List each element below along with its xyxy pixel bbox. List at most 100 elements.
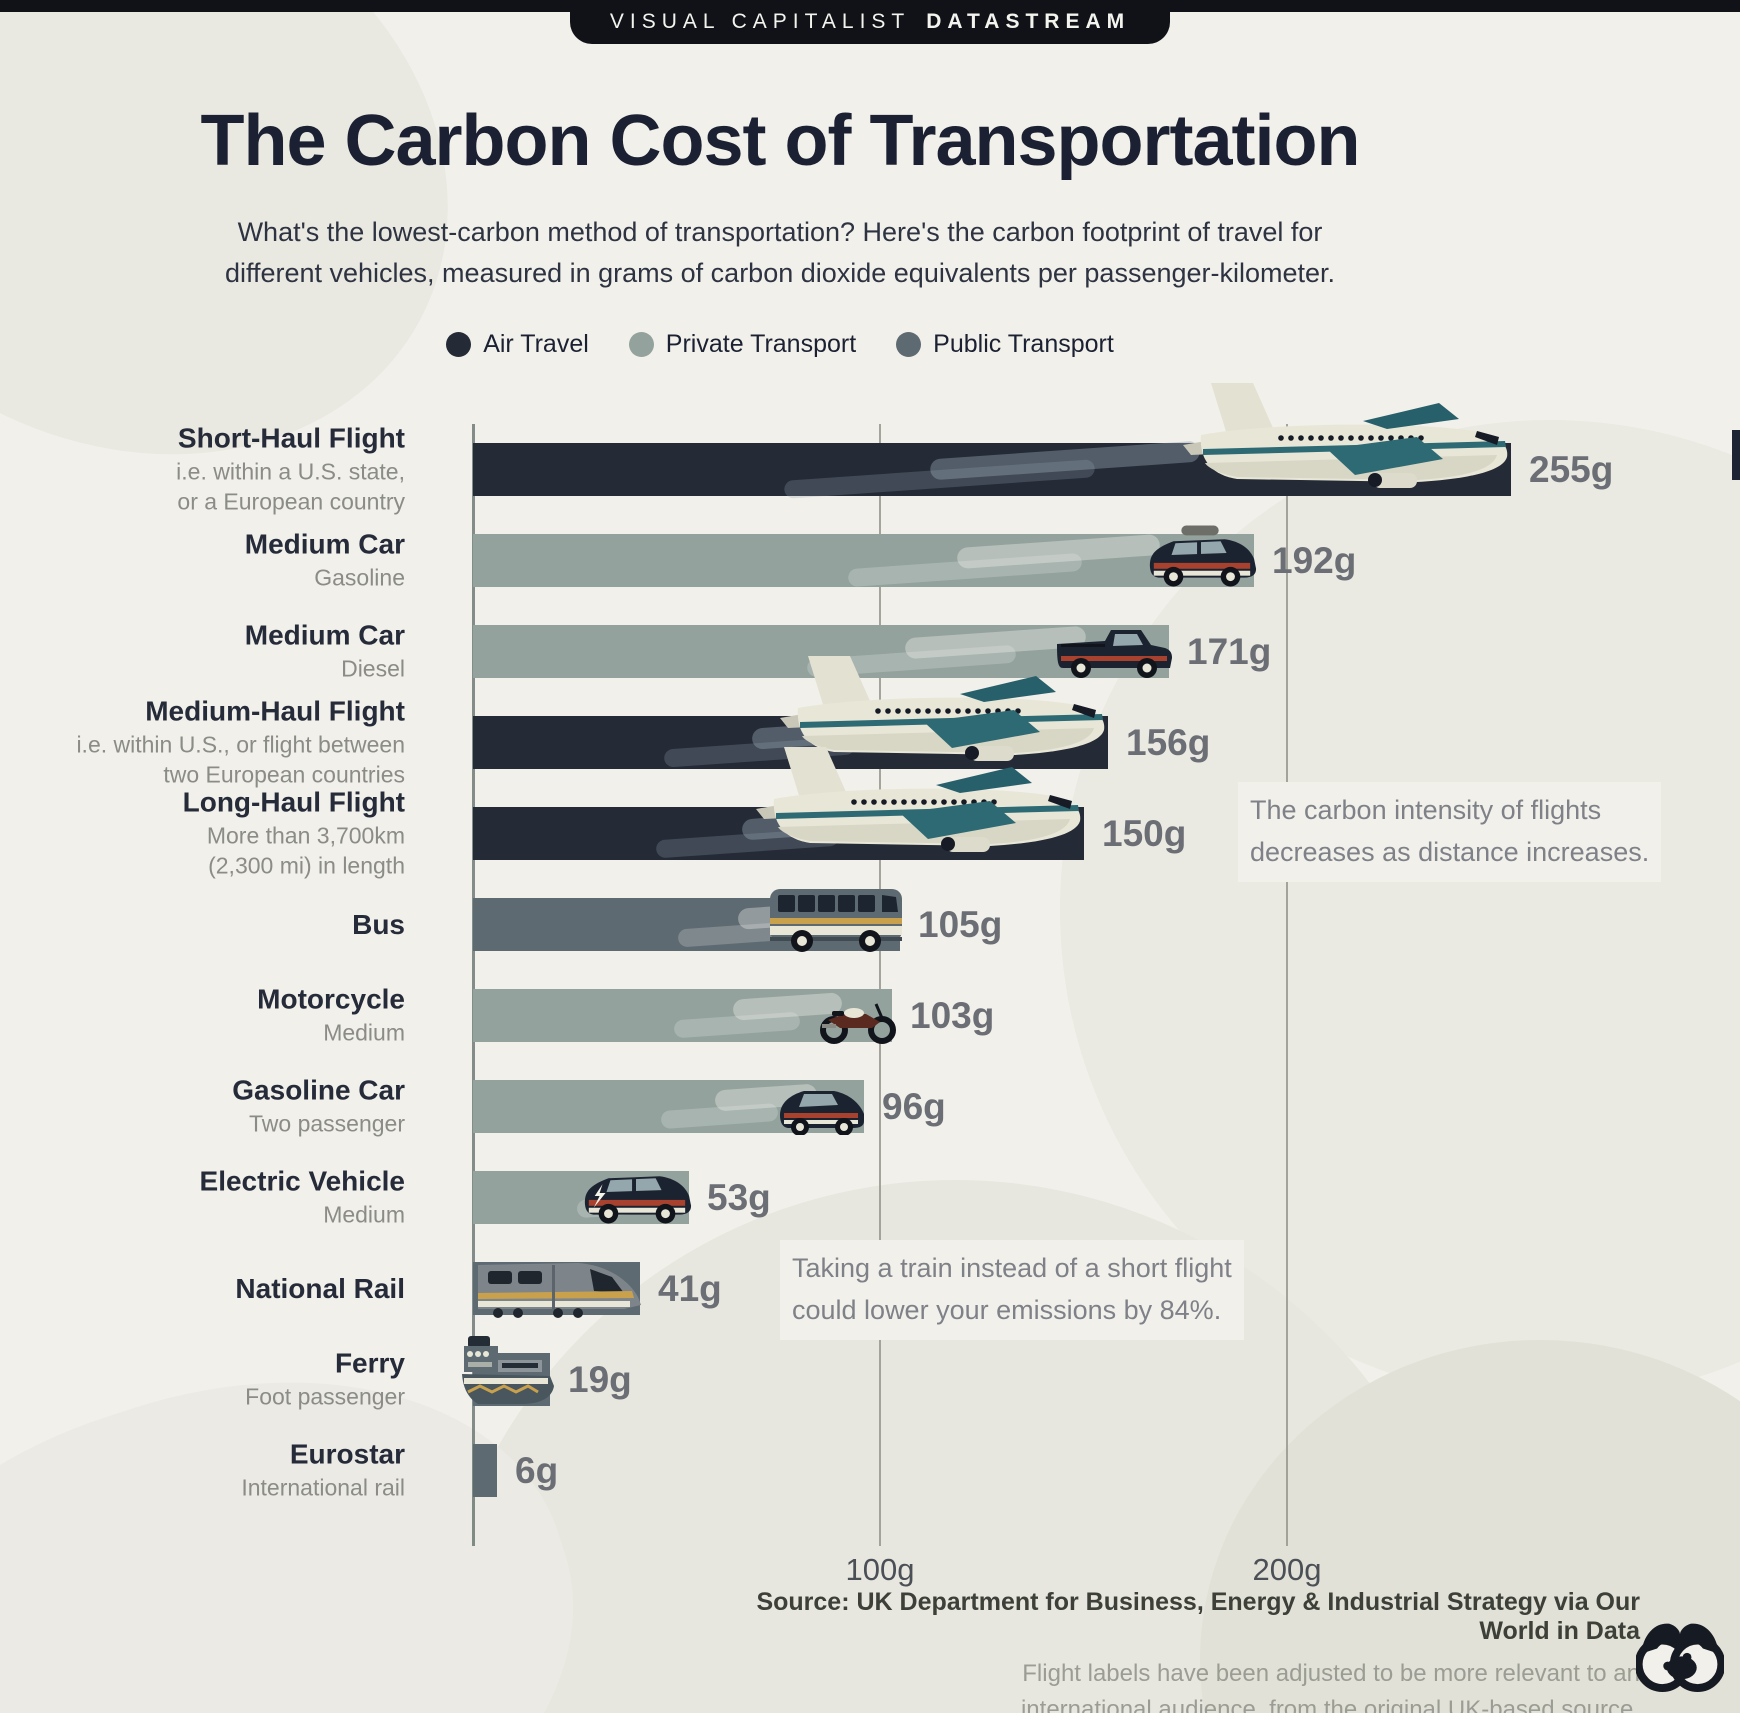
row-sublabel: i.e. within a U.S. state, or a European … bbox=[176, 458, 405, 515]
row-title: Eurostar bbox=[289, 1437, 405, 1469]
value-label: 105g bbox=[918, 903, 1003, 945]
bar-area: 156g bbox=[473, 656, 1740, 788]
electric-car-icon bbox=[577, 1162, 695, 1226]
row-sublabel: Gasoline bbox=[314, 564, 405, 591]
row-label: Eurostar International rail bbox=[0, 1438, 405, 1503]
row-title: Short-Haul Flight bbox=[177, 422, 405, 454]
bus-icon bbox=[766, 881, 906, 955]
airplane-icon bbox=[1177, 375, 1517, 511]
value-label: 156g bbox=[1126, 721, 1211, 763]
row-label: Electric Vehicle Medium bbox=[0, 1165, 405, 1230]
row-title: Long-Haul Flight bbox=[182, 786, 405, 818]
legend-item-private: Private Transport bbox=[628, 330, 857, 359]
airplane-icon bbox=[774, 648, 1114, 784]
legend: Air Travel Private Transport Public Transp… bbox=[170, 330, 1390, 359]
axis-baseline bbox=[472, 424, 475, 1546]
source-note: Flight labels have been adjusted to be m… bbox=[1020, 1660, 1640, 1713]
legend-label: Public Transport bbox=[933, 330, 1114, 358]
train-icon bbox=[474, 1251, 646, 1319]
row-label: Bus bbox=[0, 908, 405, 940]
annotation-train-emissions: Taking a train instead of a short flight… bbox=[780, 1240, 1244, 1340]
row-label: National Rail bbox=[0, 1272, 405, 1304]
row-title: Motorcycle bbox=[257, 982, 405, 1014]
pickup-truck-icon bbox=[1051, 618, 1175, 680]
row-title: Medium Car bbox=[244, 618, 405, 650]
gridline-200g bbox=[1286, 424, 1288, 1546]
value-label: 96g bbox=[882, 1085, 946, 1127]
x-tick-200g: 200g bbox=[1252, 1552, 1322, 1587]
bar-area: 19g bbox=[462, 1334, 1740, 1425]
row-sublabel: Medium bbox=[323, 1201, 405, 1228]
legend-dot-private bbox=[628, 332, 654, 357]
value-label: 6g bbox=[515, 1449, 559, 1491]
legend-dot-public bbox=[896, 332, 922, 357]
bar-area: 41g bbox=[473, 1243, 1740, 1334]
brand-name: VISUAL CAPITALIST bbox=[609, 10, 911, 33]
bar-area: 105g bbox=[473, 879, 1740, 970]
row-label: Short-Haul Flight i.e. within a U.S. stat… bbox=[0, 422, 405, 517]
row-label: Motorcycle Medium bbox=[0, 983, 405, 1048]
row-title: Bus bbox=[352, 908, 405, 940]
brand-banner: VISUAL CAPITALIST DATASTREAM bbox=[570, 0, 1170, 44]
row-sublabel: Foot passenger bbox=[245, 1383, 405, 1410]
row-title: Gasoline Car bbox=[232, 1073, 405, 1105]
value-label: 53g bbox=[707, 1176, 771, 1218]
source-text: Source: UK Department for Business, Ener… bbox=[756, 1588, 1640, 1645]
bar-area: 103g bbox=[473, 970, 1740, 1061]
chart-row-medium-car: Medium Car Gasoline 192g bbox=[0, 515, 1740, 606]
row-label: Medium-Haul Flight i.e. within U.S., or f… bbox=[0, 695, 405, 790]
value-label: 192g bbox=[1272, 539, 1357, 581]
bar-area: 96g bbox=[473, 1061, 1740, 1152]
bar-area: 192g bbox=[473, 515, 1740, 606]
chart-row-bus: Bus 105g bbox=[0, 879, 1740, 970]
annotation-flight-intensity: The carbon intensity of flights decrease… bbox=[1238, 782, 1662, 882]
row-sublabel: Diesel bbox=[341, 655, 405, 682]
row-sublabel: Medium bbox=[323, 1019, 405, 1046]
legend-label: Air Travel bbox=[483, 330, 589, 358]
value-label: 19g bbox=[568, 1358, 632, 1400]
motorcycle-icon bbox=[818, 990, 898, 1044]
bar-private bbox=[473, 534, 1254, 587]
value-label: 41g bbox=[658, 1267, 722, 1309]
row-title: Electric Vehicle bbox=[199, 1164, 405, 1196]
row-sublabel: i.e. within U.S., or flight between two … bbox=[76, 731, 405, 788]
bar-chart: Short-Haul Flight i.e. within a U.S. stat… bbox=[0, 383, 1740, 1516]
bar-area: 6g bbox=[473, 1425, 1740, 1516]
product-name: DATASTREAM bbox=[926, 10, 1131, 33]
row-title: National Rail bbox=[235, 1272, 405, 1304]
legend-label: Private Transport bbox=[665, 330, 857, 358]
chart-row-eurostar: Eurostar International rail 6g bbox=[0, 1425, 1740, 1516]
suv-car-icon bbox=[1142, 523, 1260, 589]
value-label: 103g bbox=[910, 994, 995, 1036]
value-label: 255g bbox=[1529, 448, 1614, 490]
visual-capitalist-logo bbox=[1634, 1612, 1726, 1706]
row-label: Gasoline Car Two passenger bbox=[0, 1074, 405, 1139]
exhaust-smoke bbox=[660, 1102, 779, 1129]
chart-row-national-rail: National Rail 41g bbox=[0, 1243, 1740, 1334]
gridline-100g bbox=[879, 424, 881, 1546]
row-label: Medium Car Diesel bbox=[0, 619, 405, 684]
legend-item-public: Public Transport bbox=[896, 330, 1114, 359]
value-label: 150g bbox=[1102, 812, 1187, 854]
compact-car-icon bbox=[774, 1077, 870, 1136]
row-label: Medium Car Gasoline bbox=[0, 528, 405, 593]
row-title: Ferry bbox=[334, 1346, 405, 1378]
chart-row-electric-vehicle: Electric Vehicle Medium 53g bbox=[0, 1152, 1740, 1243]
chart-row-gasoline-car: Gasoline Car Two passenger 96g bbox=[0, 1061, 1740, 1152]
bar-area: 53g bbox=[473, 1152, 1740, 1243]
bar-area: 255g bbox=[473, 383, 1740, 515]
row-title: Medium Car bbox=[244, 527, 405, 559]
source-block: Source: UK Department for Business, Ener… bbox=[680, 1588, 1640, 1713]
bar-area: 150g bbox=[473, 747, 1740, 879]
exhaust-smoke bbox=[673, 1011, 801, 1038]
airplane-icon bbox=[750, 739, 1090, 875]
chart-row-long-haul-flight: Long-Haul Flight More than 3,700km (2,300… bbox=[0, 747, 1740, 879]
x-tick-100g: 100g bbox=[845, 1552, 915, 1587]
row-sublabel: International rail bbox=[241, 1474, 405, 1501]
ferry-icon bbox=[460, 1332, 556, 1412]
chart-row-ferry: Ferry Foot passenger 19g bbox=[0, 1334, 1740, 1425]
row-sublabel: Two passenger bbox=[249, 1110, 405, 1137]
row-sublabel: More than 3,700km (2,300 mi) in length bbox=[206, 822, 405, 879]
row-title: Medium-Haul Flight bbox=[145, 695, 405, 727]
